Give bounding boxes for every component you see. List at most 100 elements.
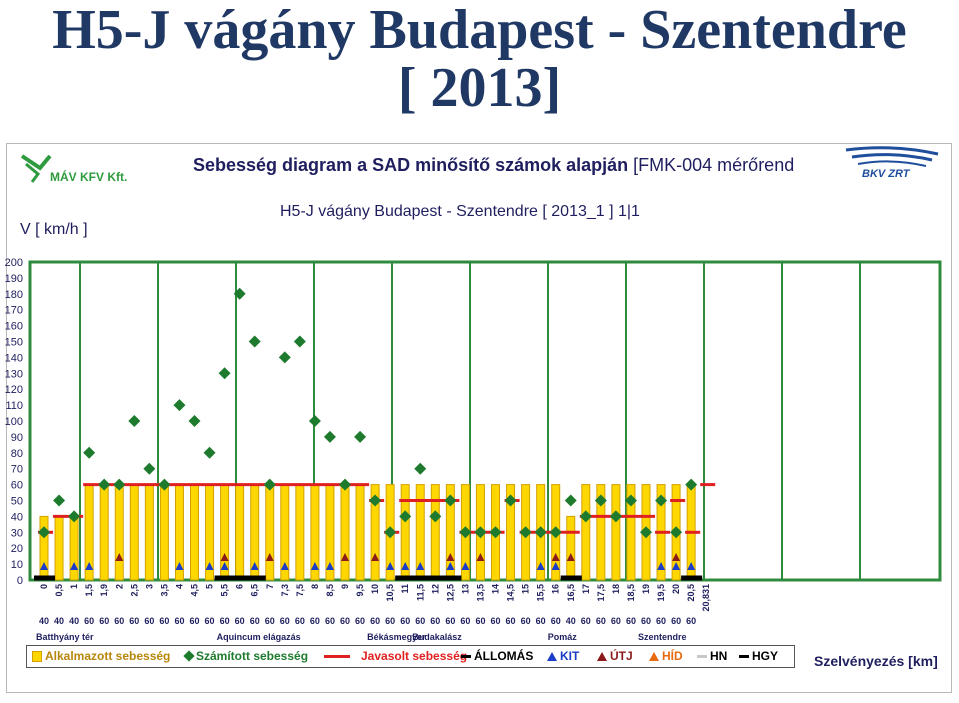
speed-value-label: 40 xyxy=(566,616,576,626)
speed-value-label: 60 xyxy=(490,616,500,626)
legend-hid: HÍD xyxy=(649,649,683,663)
y-tick-label: 40 xyxy=(11,511,23,523)
speed-value-label: 60 xyxy=(521,616,531,626)
y-tick-label: 200 xyxy=(5,257,23,269)
legend-hn: HN xyxy=(697,649,727,663)
applied-speed-bar xyxy=(355,484,365,581)
legend-suggested: Javasolt sebesség xyxy=(324,649,467,663)
kit-marker xyxy=(461,562,470,570)
mav-logo-text: MÁV KFV Kft. xyxy=(50,170,128,184)
legend-utj-icon xyxy=(597,651,607,661)
computed-speed-point xyxy=(519,526,532,539)
legend-station-label: ÁLLOMÁS xyxy=(474,649,534,663)
x-tick-label: 10 xyxy=(370,584,380,594)
y-axis-label: V [ km/h ] xyxy=(20,221,88,238)
x-tick-label: 11,5 xyxy=(415,584,425,601)
speed-value-label: 60 xyxy=(144,616,154,626)
kit-marker xyxy=(551,562,560,570)
computed-speed-point xyxy=(624,494,637,507)
applied-speed-bar xyxy=(265,484,275,581)
kit-marker xyxy=(446,562,455,570)
kit-marker xyxy=(325,562,334,570)
applied-speed-bar xyxy=(190,484,199,581)
x-tick-label: 4,5 xyxy=(190,584,200,597)
x-tick-label: 20,831 xyxy=(701,584,711,612)
x-tick-label: 1 xyxy=(69,584,79,589)
computed-speed-point xyxy=(474,526,487,539)
speed-value-label: 40 xyxy=(39,616,49,626)
x-tick-label: 4 xyxy=(174,584,184,589)
kit-marker xyxy=(310,562,319,570)
y-tick-label: 80 xyxy=(11,448,23,460)
x-tick-label: 12 xyxy=(430,584,440,594)
chart-title: Sebesség diagram a SAD minősítő számok a… xyxy=(193,155,794,176)
speed-value-label: 60 xyxy=(686,616,696,626)
computed-speed-point xyxy=(444,494,457,507)
x-tick-label: 16 xyxy=(551,584,561,594)
speed-value-label: 60 xyxy=(355,616,365,626)
bkv-logo-icon xyxy=(845,146,939,167)
kit-marker xyxy=(70,562,79,570)
kit-marker xyxy=(386,562,395,570)
x-tick-label: 8,5 xyxy=(325,584,335,597)
legend-computed-label: Számított sebesség xyxy=(196,649,309,663)
computed-speed-point xyxy=(534,526,547,539)
speed-value-label: 60 xyxy=(460,616,470,626)
station-name-label: Békásmegyer xyxy=(367,632,426,642)
utj-marker xyxy=(446,553,455,561)
x-tick-label: 19 xyxy=(641,584,651,594)
speed-value-label: 60 xyxy=(235,616,245,626)
speed-value-label: 60 xyxy=(189,616,199,626)
speed-value-label: 60 xyxy=(385,616,395,626)
y-tick-label: 190 xyxy=(5,273,23,285)
y-tick-label: 160 xyxy=(5,321,23,333)
legend-hgy: HGY xyxy=(739,649,778,663)
legend-hn-swatch xyxy=(697,654,707,658)
applied-speed-bar xyxy=(370,484,380,581)
legend-applied: Alkalmazott sebesség xyxy=(32,649,170,663)
speed-value-label: 60 xyxy=(250,616,260,626)
x-tick-label: 17,5 xyxy=(596,584,606,602)
legend-diamond-swatch xyxy=(183,650,195,662)
computed-speed-point xyxy=(83,446,96,459)
x-tick-label: 12,5 xyxy=(445,584,455,602)
x-tick-label: 7,3 xyxy=(280,584,290,597)
x-tick-label: 9,5 xyxy=(355,584,365,597)
speed-value-label: 60 xyxy=(295,616,305,626)
legend-hid-icon xyxy=(649,651,659,661)
utj-marker xyxy=(476,553,485,561)
computed-speed-point xyxy=(128,415,141,427)
kit-marker xyxy=(250,562,259,570)
computed-speed-point xyxy=(399,510,412,523)
y-tick-label: 0 xyxy=(17,575,23,587)
station-name-label: Batthyány tér xyxy=(36,632,94,642)
computed-speed-point xyxy=(248,335,261,348)
kit-marker xyxy=(657,562,666,570)
legend-hgy-swatch xyxy=(739,654,749,658)
speed-value-label: 40 xyxy=(69,616,79,626)
computed-speed-point xyxy=(38,526,50,539)
legend-bar-swatch xyxy=(32,650,42,662)
kit-marker xyxy=(416,562,425,570)
computed-speed-point xyxy=(263,478,276,491)
legend-utj-label: ÚTJ xyxy=(610,649,633,663)
x-tick-label: 5,5 xyxy=(220,584,230,597)
speed-value-label: 60 xyxy=(626,616,636,626)
bkv-logo-text: BKV ZRT xyxy=(862,168,910,180)
speed-value-label: 60 xyxy=(445,616,455,626)
applied-speed-bar xyxy=(114,484,124,581)
x-tick-label: 2 xyxy=(114,584,124,589)
legend-kit-icon xyxy=(547,651,557,661)
computed-speed-point xyxy=(278,351,291,364)
y-tick-label: 50 xyxy=(11,496,23,508)
x-tick-label: 13,5 xyxy=(475,584,485,602)
applied-speed-bar xyxy=(159,484,169,581)
speed-value-label: 60 xyxy=(475,616,485,626)
x-tick-label: 7,5 xyxy=(295,584,305,597)
x-tick-label: 0 xyxy=(39,584,49,589)
x-tick-label: 3,5 xyxy=(159,584,169,597)
computed-speed-point xyxy=(564,494,577,507)
speed-value-label: 60 xyxy=(671,616,681,626)
legend-hn-label: HN xyxy=(710,649,728,663)
